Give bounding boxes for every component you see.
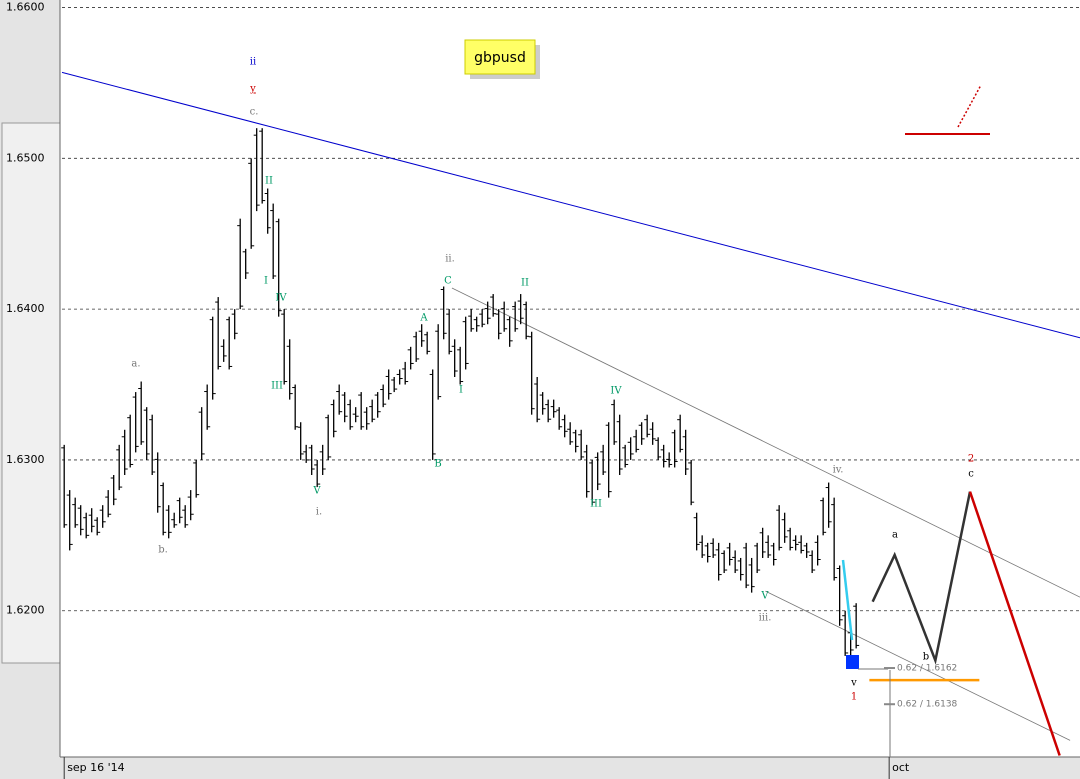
note <box>464 39 536 75</box>
fib-label: 0.62 / 1.6162 <box>897 664 957 674</box>
wave-label: v <box>850 678 857 689</box>
wave-label: 2 <box>968 454 974 465</box>
trend-line <box>61 71 1080 339</box>
wave-label: 1 <box>851 692 857 703</box>
y-tick-label: 1.6200 <box>6 604 45 617</box>
x-axis-panel <box>0 757 1080 779</box>
wave-label: ii <box>250 57 256 68</box>
wave-label: V <box>760 591 769 602</box>
trend-line <box>871 491 972 665</box>
wave-label: b. <box>158 545 168 556</box>
wave-label: y <box>249 84 256 95</box>
marker-square <box>846 655 859 669</box>
wave-label: i. <box>316 507 322 518</box>
wave-label: II <box>521 278 529 289</box>
wave-label: III <box>590 499 602 510</box>
wave-label: III <box>271 381 283 392</box>
wave-label: A <box>419 313 428 324</box>
wave-label: c. <box>250 107 259 118</box>
x-tick-label: sep 16 '14 <box>67 761 125 774</box>
chart-title: gbpusd <box>474 50 526 66</box>
scroll-range <box>1 122 61 664</box>
wave-label: I <box>459 385 463 396</box>
wave-label: V <box>312 486 321 497</box>
y-tick-label: 1.6300 <box>6 453 45 466</box>
drawing-tool <box>957 84 982 128</box>
wave-label: ii. <box>445 254 455 265</box>
y-tick-label: 1.6500 <box>6 151 45 164</box>
wave-label: a <box>892 530 898 541</box>
wave-label: iv. <box>833 465 844 476</box>
wave-label: II <box>265 176 273 187</box>
y-tick-label: 1.6400 <box>6 302 45 315</box>
x-tick-label: oct <box>892 761 910 774</box>
trend-line <box>765 590 1071 741</box>
y-tick-label: 1.6600 <box>6 1 45 14</box>
wave-label: I <box>264 276 268 287</box>
wave-label: a. <box>131 359 140 370</box>
wave-label: IV <box>275 293 287 304</box>
trend-line <box>968 491 1061 756</box>
trend-line <box>451 287 1080 598</box>
wave-label: iii. <box>759 613 772 624</box>
wave-label: c <box>968 469 974 480</box>
wave-label: B <box>434 459 441 470</box>
title-note: gbpusd <box>464 39 540 79</box>
wave-label: IV <box>610 386 622 397</box>
wave-label: C <box>444 276 452 287</box>
fib-label: 0.62 / 1.6138 <box>897 700 958 710</box>
highlight <box>841 559 854 641</box>
wave-label: b <box>923 652 929 663</box>
